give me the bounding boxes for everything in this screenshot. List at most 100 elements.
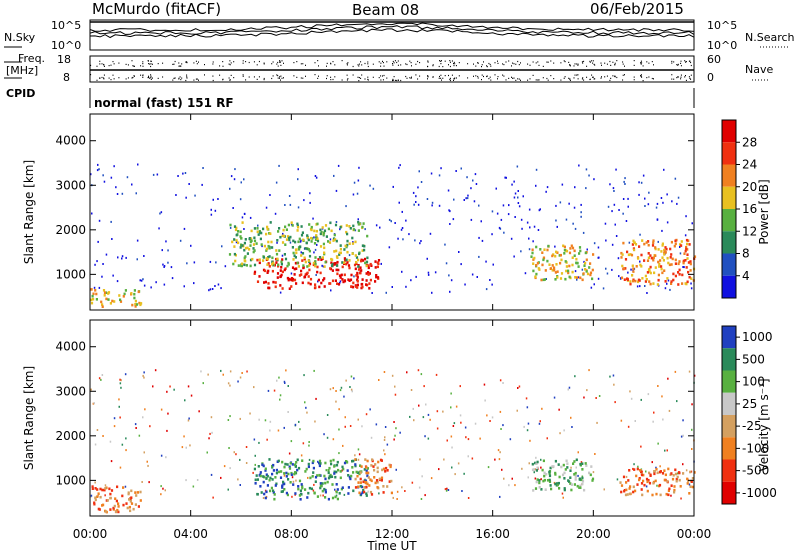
power-echo-cell [353,263,357,267]
nave-dot [393,62,395,64]
power-echo-cell [668,263,671,267]
power-echo-speck [98,286,101,289]
power-echo-cell [131,303,134,307]
power-echo-cell [531,248,534,252]
velocity-echo-cell [93,501,96,505]
power-echo-cell [337,268,340,272]
power-echo-cell [649,265,652,269]
power-echo-speck [638,181,640,184]
power-echo-speck [627,197,629,200]
power-echo-cell [346,243,349,247]
nave-dot [364,62,366,65]
velocity-echo-cell [381,468,384,472]
power-echo-cell [346,239,349,243]
power-echo-cell [275,252,279,256]
power-echo-cell [103,291,107,294]
power-echo-speck [640,181,643,184]
power-echo-cell [554,254,557,258]
power-echo-cell [653,271,656,275]
nave-dot [616,76,618,79]
velocity-echo-speck [152,385,154,388]
power-echo-speck [380,262,382,265]
velocity-echo-speck [384,426,387,428]
power-echo-cell [567,271,570,275]
power-echo-speck [642,174,645,177]
nave-dot [537,79,539,81]
nave-dot [671,60,673,62]
power-echo-cell [631,264,634,268]
nave-dot [330,63,332,65]
power-echo-speck [495,187,497,190]
velocity-echo-speck [124,485,127,488]
nave-dot [380,75,382,77]
velocity-echo-speck [568,386,571,389]
velocity-echo-cell [275,468,278,472]
power-echo-speck [121,255,124,258]
velocity-echo-cell [369,490,373,494]
power-echo-cell [666,277,669,280]
power-echo-cell [323,265,326,268]
nave-dot [648,62,650,64]
power-echo-cell [341,265,344,269]
velocity-echo-speck [113,417,116,420]
velocity-echo-speck [489,420,491,422]
nave-dot [332,78,334,81]
velocity-echo-cell [640,488,643,491]
power-echo-speck [520,218,523,221]
velocity-echo-cell [287,472,290,476]
velocity-echo-speck [685,469,688,472]
velocity-echo-cell [570,483,573,486]
power-echo-speck [375,224,378,227]
velocity-echo-cell [336,488,339,491]
power-echo-cell [573,249,576,253]
power-echo-speck [485,288,488,291]
nave-dot [538,64,540,66]
velocity-echo-speck [637,465,639,468]
power-echo-cell [266,271,269,274]
velocity-echo-speck [384,453,386,456]
velocity-echo-speck [457,462,460,465]
power-echo-cell [317,278,320,282]
power-echo-cell [314,256,317,259]
velocity-echo-cell [581,482,584,486]
power-echo-cell [323,251,326,255]
power-echo-cell [293,273,296,276]
velocity-echo-speck [534,477,537,480]
power-echo-cell [350,285,353,288]
power-echo-speck [586,248,588,251]
nave-dot [110,64,112,66]
power-echo-cell [318,285,321,289]
nave-dot [505,79,507,81]
nave-dot [367,78,369,80]
power-echo-speck [514,192,517,195]
power-echo-speck [98,168,100,171]
power-echo-speck [593,178,595,181]
power-echo-speck [615,235,618,237]
power-cbar-swatch [722,209,736,232]
power-echo-cell [338,251,341,255]
power-echo-cell [297,240,300,244]
power-echo-cell [94,289,97,292]
power-echo-cell [271,269,274,273]
power-echo-speck [162,263,164,266]
nave-dot [341,79,343,81]
nsky-trace [89,21,695,39]
velocity-echo-cell [116,485,119,489]
power-echo-cell [654,254,657,257]
velocity-ytick-label: 2000 [55,429,86,443]
power-echo-speck [352,241,354,244]
power-echo-speck [300,239,302,242]
velocity-echo-speck [353,377,355,380]
power-echo-cell [680,244,683,247]
power-echo-cell [314,238,318,241]
nave-dot [148,63,150,65]
velocity-echo-cell [273,493,276,496]
velocity-echo-cell [674,468,677,472]
velocity-echo-cell [642,479,645,483]
power-echo-cell [90,298,93,302]
nave-dot [173,77,175,79]
velocity-echo-cell [531,468,535,472]
power-echo-cell [263,244,266,248]
velocity-echo-speck [92,402,95,405]
power-echo-cell [365,283,368,286]
